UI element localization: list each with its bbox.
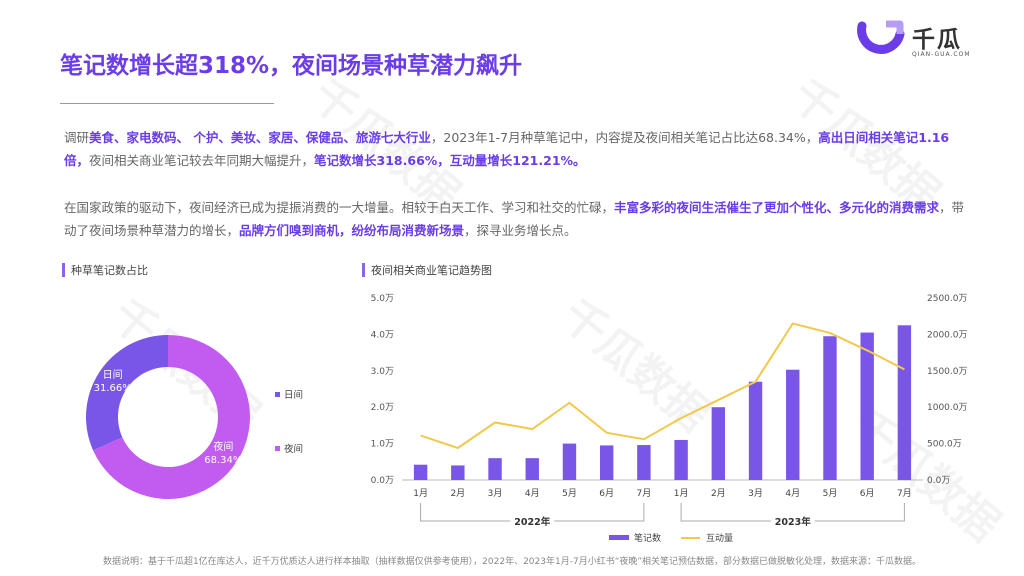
bar-notes	[637, 445, 651, 480]
pie-legend-label: 日间	[284, 389, 303, 401]
section-title-trend: 夜间相关商业笔记趋势图	[362, 262, 492, 278]
intro-paragraph: 调研美食、家电数码、 个护、美妆、家居、保健品、旅游七大行业，2023年1-7月…	[64, 126, 974, 172]
body-text: ，探寻业务增长点。	[464, 223, 577, 238]
bar-notes	[488, 458, 502, 480]
legend-label: 笔记数	[634, 532, 661, 544]
y-right-tick-label: 1000.0万	[927, 403, 968, 413]
highlight-text: 丰富多彩的夜间生活催生了更加个性化、多元化的消费需求	[614, 200, 940, 215]
bar-notes	[562, 443, 577, 480]
page-title: 笔记数增长超318%，夜间场景种草潜力飙升	[60, 53, 523, 79]
pie-slice-night	[93, 335, 251, 500]
body-text: 夜间相关商业笔记较去年同期大幅提升，	[89, 153, 315, 168]
body-text: 调研	[64, 130, 90, 145]
pie-slice-name: 日间	[103, 368, 123, 381]
y-right-tick-label: 500.0万	[927, 440, 962, 450]
x-tick-label: 5月	[823, 488, 838, 499]
y-left-tick-label: 2.0万	[371, 403, 394, 413]
bar-notes	[860, 332, 874, 480]
x-tick-label: 6月	[860, 488, 875, 499]
legend-label: 互动量	[706, 533, 733, 544]
bar-notes	[674, 439, 688, 480]
x-tick-label: 7月	[637, 488, 652, 499]
section-marker	[362, 263, 365, 277]
pie-slice-value: 31.66%	[94, 383, 132, 394]
bar-notes	[451, 465, 465, 480]
y-right-tick-label: 2500.0万	[927, 294, 968, 304]
bar-notes	[897, 325, 912, 480]
x-tick-label: 4月	[525, 488, 540, 499]
logo-name: 千瓜	[912, 27, 962, 53]
y-left-tick-label: 5.0万	[371, 294, 394, 304]
x-tick-label: 2月	[450, 488, 465, 499]
group-label-bg	[770, 514, 815, 528]
body-text: ，带动了夜间场景种草潜力的增长，	[64, 200, 965, 238]
x-tick-label: 4月	[785, 488, 800, 499]
section-title-text: 种草笔记数占比	[71, 264, 148, 277]
title-divider	[60, 103, 274, 104]
pie-slice-name: 夜间	[213, 440, 233, 453]
group-label-bg	[510, 514, 555, 528]
x-tick-label: 6月	[599, 488, 614, 499]
x-tick-label: 2月	[711, 488, 726, 499]
x-tick-label: 3月	[748, 488, 763, 499]
bar-notes	[748, 381, 763, 480]
section-marker	[62, 263, 65, 277]
pie-legend-swatch	[275, 392, 280, 397]
legend-swatch-bar	[609, 535, 629, 540]
bar-notes	[525, 458, 539, 480]
highlight-text: 品牌方们嗅到商机，纷纷布局消费新场景	[239, 223, 465, 238]
pie-legend-label: 夜间	[284, 443, 303, 455]
x-tick-label: 5月	[562, 488, 577, 499]
body-text: 在国家政策的驱动下，夜间经济已成为提振消费的一大增量。相较于白天工作、学习和社交…	[64, 200, 615, 215]
section-title-text: 夜间相关商业笔记趋势图	[371, 264, 492, 277]
x-tick-label: 1月	[413, 488, 428, 499]
context-paragraph: 在国家政策的驱动下，夜间经济已成为提振消费的一大增量。相较于白天工作、学习和社交…	[64, 196, 974, 242]
highlight-text: 美食、家电数码、 个护、美妆、家居、保健品、旅游七大行业	[89, 130, 431, 145]
bar-notes	[599, 445, 614, 480]
bar-notes	[786, 369, 800, 480]
pie-slice-day	[86, 335, 168, 451]
line-interactions	[420, 322, 905, 450]
footnote: 数据说明：基于千瓜超1亿在库达人，近千万优质达人进行样本抽取（抽样数据仅供参考使…	[102, 557, 922, 567]
y-left-tick-label: 1.0万	[371, 440, 394, 450]
highlight-text: 高出日间相关笔记1.16倍，	[64, 130, 950, 168]
highlight-text: 笔记数增长318.66%，互动量增长121.21%。	[314, 153, 586, 168]
x-tick-label: 7月	[897, 488, 912, 499]
pie-legend-swatch	[275, 446, 280, 451]
y-right-tick-label: 0.0万	[927, 476, 950, 486]
y-left-tick-label: 0.0万	[371, 476, 394, 486]
bar-notes	[823, 336, 837, 480]
y-left-tick-label: 4.0万	[371, 330, 394, 340]
x-tick-label: 1月	[674, 488, 689, 499]
group-label: 2022年	[514, 516, 550, 528]
body-text: ，2023年1-7月种草笔记中，内容提及夜间相关笔记占比达68.34%，	[430, 130, 819, 145]
y-right-tick-label: 1500.0万	[927, 367, 968, 377]
bar-notes	[711, 407, 726, 480]
qiangua-logo-icon	[857, 20, 905, 54]
pie-slice-value: 68.34%	[204, 455, 242, 466]
logo-domain: QIAN-GUA.COM	[912, 51, 971, 58]
group-label: 2023年	[775, 516, 811, 528]
section-title-pie: 种草笔记数占比	[62, 262, 148, 278]
y-left-tick-label: 3.0万	[371, 367, 394, 377]
x-tick-label: 3月	[488, 488, 503, 499]
y-right-tick-label: 2000.0万	[927, 330, 968, 340]
bar-notes	[413, 464, 428, 480]
